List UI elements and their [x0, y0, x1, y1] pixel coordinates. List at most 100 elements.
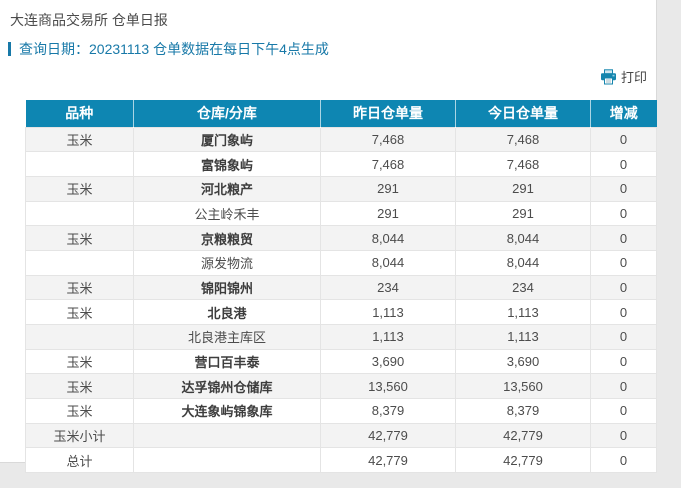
- change-cell: 0: [590, 447, 657, 474]
- today-qty-cell: 3,690: [455, 348, 591, 375]
- today-qty-cell: 291: [455, 175, 591, 202]
- today-qty-cell: 7,468: [455, 126, 591, 153]
- variety-cell: [25, 249, 134, 276]
- print-button-label: 打印: [620, 70, 647, 85]
- report-panel: 大连商品交易所 仓单日报 查询日期：20231113 仓单数据在每日下午4点生成…: [0, 0, 657, 474]
- variety-cell: 玉米: [25, 225, 134, 251]
- yesterday-qty-cell: 291: [320, 175, 456, 202]
- warehouse-cell: [133, 422, 321, 449]
- today-qty-cell: 1,113: [455, 299, 591, 325]
- variety-cell: 玉米: [25, 175, 134, 202]
- warehouse-cell: 公主岭禾丰: [133, 200, 321, 227]
- change-cell: 0: [590, 249, 657, 276]
- change-cell: 0: [590, 299, 657, 325]
- printer-icon: [600, 68, 617, 85]
- warehouse-cell: 京粮粮贸: [133, 225, 321, 251]
- warehouse-cell: 大连象屿锦象库: [133, 398, 321, 424]
- yesterday-qty-cell: 3,690: [320, 348, 456, 375]
- table-row: 玉米 北良港 1,113 1,113 0: [25, 299, 657, 325]
- page-title: 大连商品交易所 仓单日报: [10, 12, 168, 28]
- variety-cell: 玉米: [25, 373, 134, 400]
- today-qty-cell: 8,044: [455, 249, 591, 276]
- yesterday-qty-cell: 42,779: [320, 422, 456, 449]
- change-cell: 0: [590, 200, 657, 227]
- today-qty-cell: 291: [455, 200, 591, 227]
- today-qty-cell: 7,468: [455, 151, 591, 177]
- table-header: 品种 仓库/分库 昨日仓单量 今日仓单量 增减: [25, 100, 657, 127]
- variety-cell: 玉米: [25, 398, 134, 424]
- table-row: 玉米 营口百丰泰 3,690 3,690 0: [25, 348, 657, 375]
- warehouse-cell: 厦门象屿: [133, 126, 321, 153]
- variety-cell: [25, 200, 134, 227]
- table-row: 源发物流 8,044 8,044 0: [25, 249, 657, 276]
- warehouse-cell: 北良港主库区: [133, 324, 321, 350]
- col-header-yesterday-qty: 昨日仓单量: [320, 100, 456, 127]
- today-qty-cell: 42,779: [455, 447, 591, 474]
- today-qty-cell: 42,779: [455, 422, 591, 449]
- yesterday-qty-cell: 13,560: [320, 373, 456, 400]
- variety-cell: 总计: [25, 447, 134, 474]
- change-cell: 0: [590, 225, 657, 251]
- yesterday-qty-cell: 7,468: [320, 126, 456, 153]
- col-header-variety: 品种: [25, 100, 134, 127]
- yesterday-qty-cell: 8,044: [320, 249, 456, 276]
- yesterday-qty-cell: 1,113: [320, 299, 456, 325]
- print-button[interactable]: 打印: [600, 67, 647, 86]
- variety-cell: 玉米: [25, 274, 134, 301]
- warehouse-cell: 富锦象屿: [133, 151, 321, 177]
- yesterday-qty-cell: 234: [320, 274, 456, 301]
- table-row: 玉米 京粮粮贸 8,044 8,044 0: [25, 225, 657, 251]
- change-cell: 0: [590, 175, 657, 202]
- change-cell: 0: [590, 151, 657, 177]
- toolbar: 打印: [0, 67, 656, 86]
- table-row: 玉米 达孚锦州仓储库 13,560 13,560 0: [25, 373, 657, 400]
- variety-cell: 玉米: [25, 348, 134, 375]
- table-row: 公主岭禾丰 291 291 0: [25, 200, 657, 227]
- col-header-change: 增减: [590, 100, 657, 127]
- variety-cell: 玉米: [25, 299, 134, 325]
- yesterday-qty-cell: 7,468: [320, 151, 456, 177]
- query-date-line: 查询日期：20231113 仓单数据在每日下午4点生成: [0, 39, 656, 59]
- today-qty-cell: 13,560: [455, 373, 591, 400]
- warehouse-receipt-table: 品种 仓库/分库 昨日仓单量 今日仓单量 增减 玉米 厦门象屿 7,468 7,468…: [25, 100, 657, 474]
- yesterday-qty-cell: 8,379: [320, 398, 456, 424]
- warehouse-cell: 源发物流: [133, 249, 321, 276]
- table-row: 玉米 锦阳锦州 234 234 0: [25, 274, 657, 301]
- change-cell: 0: [590, 422, 657, 449]
- warehouse-cell: 锦阳锦州: [133, 274, 321, 301]
- table-row: 玉米 大连象屿锦象库 8,379 8,379 0: [25, 398, 657, 424]
- table-body: 玉米 厦门象屿 7,468 7,468 0 富锦象屿 7,468 7,468 0 玉米 河北粮产 29…: [25, 126, 657, 474]
- yesterday-qty-cell: 1,113: [320, 324, 456, 350]
- table-row: 富锦象屿 7,468 7,468 0: [25, 151, 657, 177]
- variety-cell: [25, 324, 134, 350]
- col-header-warehouse: 仓库/分库: [133, 100, 321, 127]
- change-cell: 0: [590, 126, 657, 153]
- yesterday-qty-cell: 291: [320, 200, 456, 227]
- accent-bar: [8, 42, 11, 56]
- today-qty-cell: 8,044: [455, 225, 591, 251]
- variety-cell: [25, 151, 134, 177]
- yesterday-qty-cell: 42,779: [320, 447, 456, 474]
- yesterday-qty-cell: 8,044: [320, 225, 456, 251]
- warehouse-cell: [133, 447, 321, 474]
- table-row: 总计 42,779 42,779 0: [25, 447, 657, 474]
- change-cell: 0: [590, 348, 657, 375]
- table-row: 玉米 厦门象屿 7,468 7,468 0: [25, 126, 657, 153]
- today-qty-cell: 1,113: [455, 324, 591, 350]
- table-row: 玉米 河北粮产 291 291 0: [25, 175, 657, 202]
- warehouse-cell: 营口百丰泰: [133, 348, 321, 375]
- change-cell: 0: [590, 324, 657, 350]
- variety-cell: 玉米小计: [25, 422, 134, 449]
- today-qty-cell: 234: [455, 274, 591, 301]
- change-cell: 0: [590, 398, 657, 424]
- table-row: 北良港主库区 1,113 1,113 0: [25, 324, 657, 350]
- today-qty-cell: 8,379: [455, 398, 591, 424]
- variety-cell: 玉米: [25, 126, 134, 153]
- warehouse-cell: 达孚锦州仓储库: [133, 373, 321, 400]
- warehouse-cell: 北良港: [133, 299, 321, 325]
- query-date-text: 查询日期：20231113 仓单数据在每日下午4点生成: [19, 41, 329, 57]
- table-row: 玉米小计 42,779 42,779 0: [25, 422, 657, 449]
- change-cell: 0: [590, 274, 657, 301]
- col-header-today-qty: 今日仓单量: [455, 100, 591, 127]
- warehouse-cell: 河北粮产: [133, 175, 321, 202]
